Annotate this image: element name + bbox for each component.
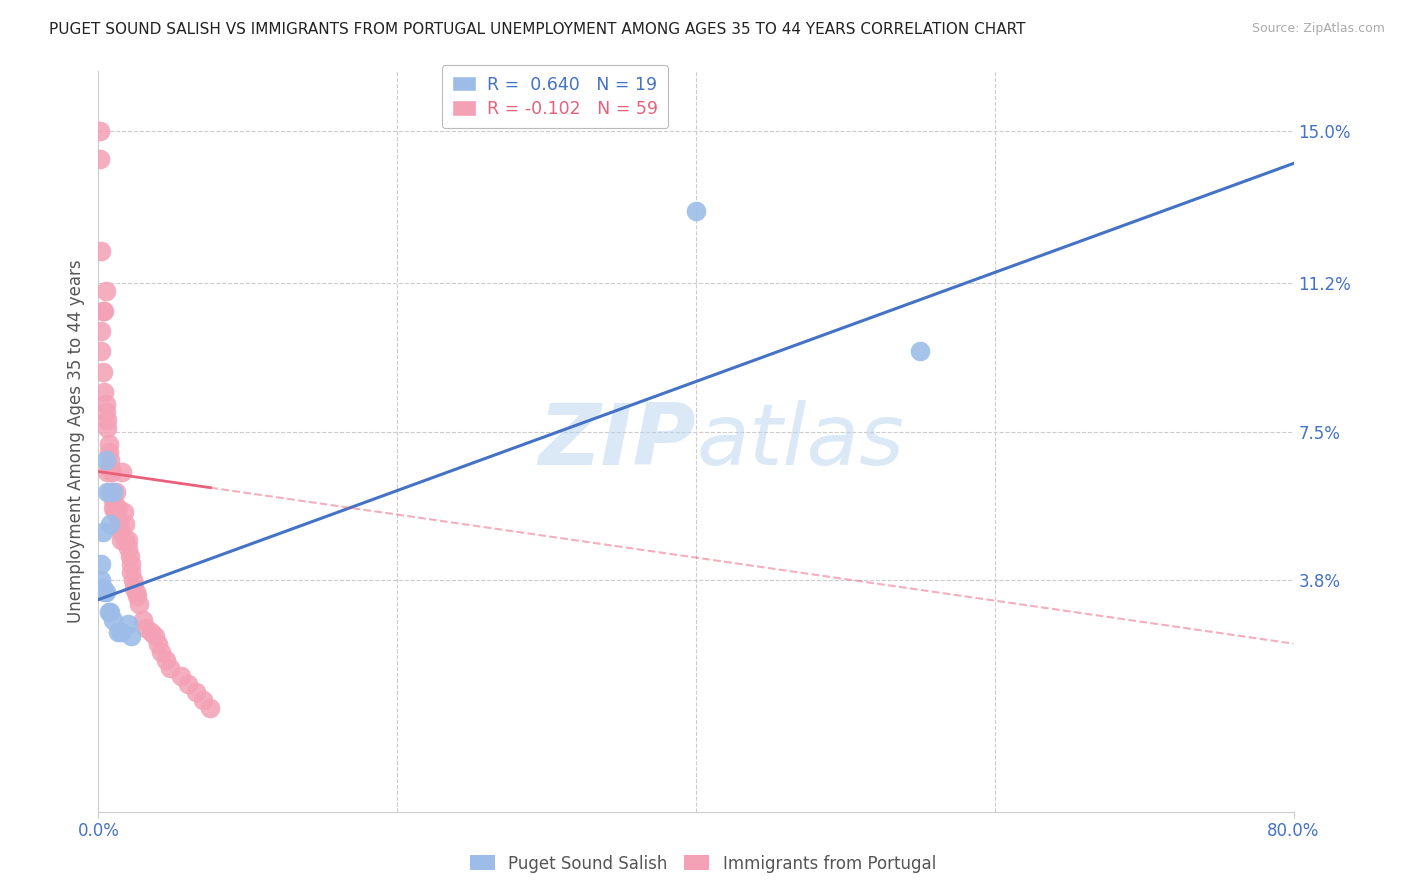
Point	[105, 500, 128, 515]
Point	[110, 533, 132, 547]
Point	[104, 505, 127, 519]
Point	[148, 637, 170, 651]
Point	[98, 460, 122, 475]
Legend: R =  0.640   N = 19, R = -0.102   N = 59: R = 0.640 N = 19, R = -0.102 N = 59	[441, 65, 668, 128]
Point	[94, 396, 117, 410]
Point	[89, 153, 111, 167]
Point	[94, 584, 117, 599]
Point	[150, 645, 173, 659]
Point	[117, 616, 139, 631]
Point	[111, 465, 134, 479]
Point	[96, 412, 118, 426]
Point	[97, 436, 120, 450]
Point	[117, 533, 139, 547]
Point	[184, 684, 207, 698]
Point	[110, 524, 132, 539]
Point	[143, 629, 166, 643]
Point	[97, 444, 120, 458]
Point	[94, 404, 117, 418]
Point	[91, 304, 114, 318]
Point	[118, 549, 141, 563]
Text: PUGET SOUND SALISH VS IMMIGRANTS FROM PORTUGAL UNEMPLOYMENT AMONG AGES 35 TO 44 : PUGET SOUND SALISH VS IMMIGRANTS FROM PO…	[49, 22, 1026, 37]
Point	[90, 325, 112, 339]
Point	[155, 653, 177, 667]
Point	[93, 384, 115, 399]
Point	[110, 624, 132, 639]
Point	[91, 524, 114, 539]
Point	[177, 676, 200, 690]
Point	[101, 465, 124, 479]
Point	[191, 692, 214, 706]
Point	[112, 505, 135, 519]
Point	[103, 484, 125, 499]
Point	[98, 605, 122, 619]
Point	[98, 516, 122, 531]
Point	[90, 557, 112, 571]
Text: atlas: atlas	[696, 400, 904, 483]
Point	[103, 613, 125, 627]
Point	[120, 565, 142, 579]
Y-axis label: Unemployment Among Ages 35 to 44 years: Unemployment Among Ages 35 to 44 years	[66, 260, 84, 624]
Point	[120, 629, 142, 643]
Point	[127, 589, 149, 603]
Text: ZIP: ZIP	[538, 400, 696, 483]
Point	[107, 624, 129, 639]
Point	[103, 500, 125, 515]
Legend: Puget Sound Salish, Immigrants from Portugal: Puget Sound Salish, Immigrants from Port…	[464, 848, 942, 880]
Point	[94, 285, 117, 299]
Point	[90, 244, 112, 259]
Point	[685, 204, 707, 219]
Point	[96, 465, 118, 479]
Point	[96, 420, 118, 434]
Point	[98, 484, 122, 499]
Point	[93, 584, 115, 599]
Point	[107, 516, 129, 531]
Point	[96, 484, 118, 499]
Point	[121, 573, 143, 587]
Point	[90, 344, 112, 359]
Point	[101, 484, 124, 499]
Point	[132, 613, 155, 627]
Point	[139, 624, 162, 639]
Point	[107, 500, 129, 515]
Point	[124, 581, 146, 595]
Point	[114, 533, 136, 547]
Point	[125, 584, 148, 599]
Point	[91, 364, 114, 378]
Point	[120, 557, 142, 571]
Point	[200, 700, 222, 714]
Point	[108, 516, 131, 531]
Point	[135, 621, 157, 635]
Point	[94, 452, 117, 467]
Point	[169, 668, 191, 682]
Point	[97, 605, 120, 619]
Point	[908, 344, 931, 359]
Point	[90, 573, 112, 587]
Point	[93, 304, 115, 318]
Text: Source: ZipAtlas.com: Source: ZipAtlas.com	[1251, 22, 1385, 36]
Point	[98, 452, 122, 467]
Point	[89, 124, 111, 138]
Point	[114, 516, 136, 531]
Point	[128, 597, 150, 611]
Point	[159, 660, 181, 674]
Point	[105, 484, 128, 499]
Point	[91, 581, 114, 595]
Point	[117, 541, 139, 555]
Point	[103, 492, 125, 507]
